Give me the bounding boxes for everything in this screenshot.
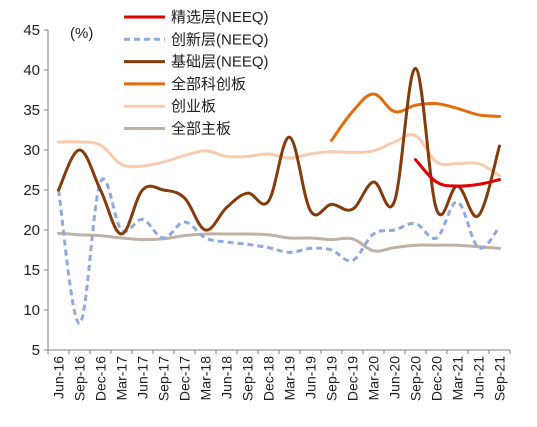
legend-item: 创业板 [124, 97, 216, 115]
y-tick-label: 40 [23, 62, 40, 79]
legend-item: 全部主板 [124, 120, 231, 138]
series-line-2 [57, 66, 501, 236]
x-tick-label: Dec-20 [429, 356, 445, 401]
series-line-0 [414, 158, 501, 188]
y-tick-label: 5 [32, 342, 40, 359]
series-line-3 [330, 92, 501, 142]
y-tick-label: 30 [23, 142, 40, 159]
series-line-5 [57, 231, 501, 253]
x-tick-label: Sep-21 [492, 356, 508, 401]
series-lines [57, 66, 501, 326]
x-tick-label: Mar-20 [366, 356, 382, 401]
x-tick-label: Sep-17 [156, 356, 172, 401]
x-tick-label: Jun-21 [471, 356, 487, 399]
x-tick-label: Jun-18 [219, 356, 235, 399]
x-tick-label: Sep-19 [324, 356, 340, 401]
x-tick-label: Mar-18 [198, 356, 214, 401]
x-tick-label: Jun-17 [135, 356, 151, 399]
legend-label: 全部主板 [171, 120, 231, 138]
y-tick-label: 25 [23, 182, 40, 199]
legend-label: 精选层(NEEQ) [171, 9, 269, 26]
legend-item: 创新层(NEEQ) [124, 31, 269, 48]
y-tick-label: 10 [23, 302, 40, 319]
x-tick-label: Jun-16 [51, 356, 67, 399]
x-tick-label: Mar-17 [114, 356, 130, 401]
legend-label: 创新层(NEEQ) [171, 31, 269, 48]
series-line-1 [57, 177, 501, 326]
legend-label: 创业板 [171, 97, 216, 115]
x-tick-label: Mar-19 [282, 356, 298, 401]
y-axis-title: (%) [70, 25, 93, 42]
y-tick-label: 15 [23, 262, 40, 279]
series-line-4 [57, 133, 501, 178]
legend-label: 基础层(NEEQ) [171, 54, 269, 71]
y-tick-label: 45 [23, 22, 40, 39]
legend-item: 基础层(NEEQ) [124, 54, 269, 71]
x-tick-label: Sep-16 [72, 356, 88, 401]
x-axis: Jun-16 Sep-16 Dec-16 Mar-17 Jun-17 Sep-17 Dec-… [47, 349, 511, 401]
x-tick-label: Jun-19 [303, 356, 319, 399]
legend-label: 全部科创板 [171, 75, 246, 93]
y-axis: 5 10 15 20 25 30 35 40 45 [23, 22, 49, 359]
legend-item: 全部科创板 [124, 75, 246, 93]
y-tick-label: 35 [23, 102, 40, 119]
x-tick-label: Mar-21 [450, 356, 466, 401]
x-tick-label: Dec-16 [93, 356, 109, 401]
x-tick-label: Sep-18 [240, 356, 256, 401]
y-tick-label: 20 [23, 222, 40, 239]
x-tick-label: Dec-18 [261, 356, 277, 401]
x-tick-label: Jun-20 [387, 356, 403, 399]
x-tick-label: Sep-20 [408, 356, 424, 401]
legend-item: 精选层(NEEQ) [124, 9, 269, 26]
x-tick-label: Dec-19 [345, 356, 361, 401]
x-tick-label: Dec-17 [177, 356, 193, 401]
